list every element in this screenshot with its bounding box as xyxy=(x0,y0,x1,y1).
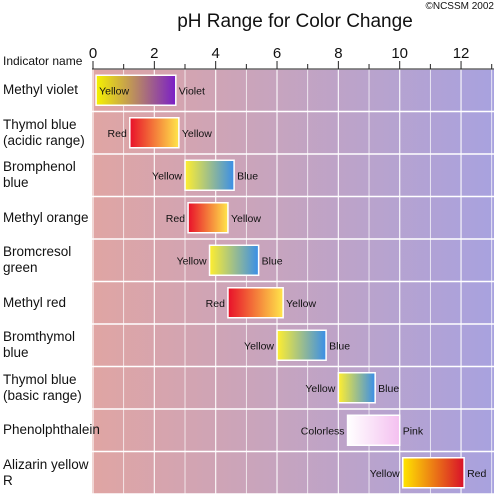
low-color-label: Yellow xyxy=(244,340,274,352)
high-color-label: Violet xyxy=(179,85,205,97)
high-color-label: Pink xyxy=(403,425,424,437)
low-color-label: Colorless xyxy=(301,425,345,437)
high-color-label: Yellow xyxy=(231,213,261,225)
indicator-bar xyxy=(402,457,465,489)
x-tick-label: 0 xyxy=(89,45,97,62)
indicator-bar xyxy=(227,287,284,319)
x-tick-label: 8 xyxy=(334,45,342,62)
low-color-label: Yellow xyxy=(99,85,129,97)
low-color-label: Yellow xyxy=(177,255,207,267)
indicator-name-label: Phenolphthalein xyxy=(3,422,100,438)
high-color-label: Yellow xyxy=(182,128,212,140)
indicator-name-label: Thymol blue (acidic range) xyxy=(3,116,85,148)
indicator-name-label: Bromcresol green xyxy=(3,244,72,276)
low-color-label: Yellow xyxy=(370,468,400,480)
indicator-bar xyxy=(95,74,177,106)
copyright-notice: ©NCSSM 2002 xyxy=(425,1,494,12)
low-color-label: Yellow xyxy=(305,383,335,395)
high-color-label: Blue xyxy=(329,340,350,352)
high-color-label: Blue xyxy=(237,170,258,182)
indicator-name-label: Bromthymol blue xyxy=(3,329,76,361)
indicator-name-label: Thymol blue (basic range) xyxy=(3,371,82,403)
indicator-bar xyxy=(276,329,327,361)
low-color-label: Yellow xyxy=(152,170,182,182)
high-color-label: Blue xyxy=(262,255,283,267)
indicator-bar xyxy=(187,202,229,234)
indicator-bar xyxy=(129,117,180,149)
low-color-label: Red xyxy=(166,213,185,225)
low-color-label: Red xyxy=(206,298,225,310)
x-tick-label: 12 xyxy=(453,45,470,62)
x-tick-label: 6 xyxy=(273,45,281,62)
indicator-column-header: Indicator name xyxy=(3,54,83,68)
high-color-label: Blue xyxy=(378,383,399,395)
x-tick-label: 2 xyxy=(150,45,158,62)
indicator-bar xyxy=(337,372,376,404)
high-color-label: Yellow xyxy=(286,298,316,310)
high-color-label: Red xyxy=(467,468,486,480)
indicator-name-label: Bromphenol blue xyxy=(3,159,76,191)
indicator-bar xyxy=(184,159,235,191)
chart-title: pH Range for Color Change xyxy=(177,11,413,32)
indicator-name-label: Methyl orange xyxy=(3,209,89,225)
indicator-name-label: Alizarin yellow R xyxy=(3,456,89,488)
x-tick-label: 4 xyxy=(212,45,220,62)
low-color-label: Red xyxy=(108,128,127,140)
indicator-name-label: Methyl violet xyxy=(3,82,79,98)
indicator-name-label: Methyl red xyxy=(3,294,67,310)
indicator-bar xyxy=(346,414,401,446)
indicator-bar xyxy=(208,244,260,276)
x-tick-label: 10 xyxy=(391,45,408,62)
